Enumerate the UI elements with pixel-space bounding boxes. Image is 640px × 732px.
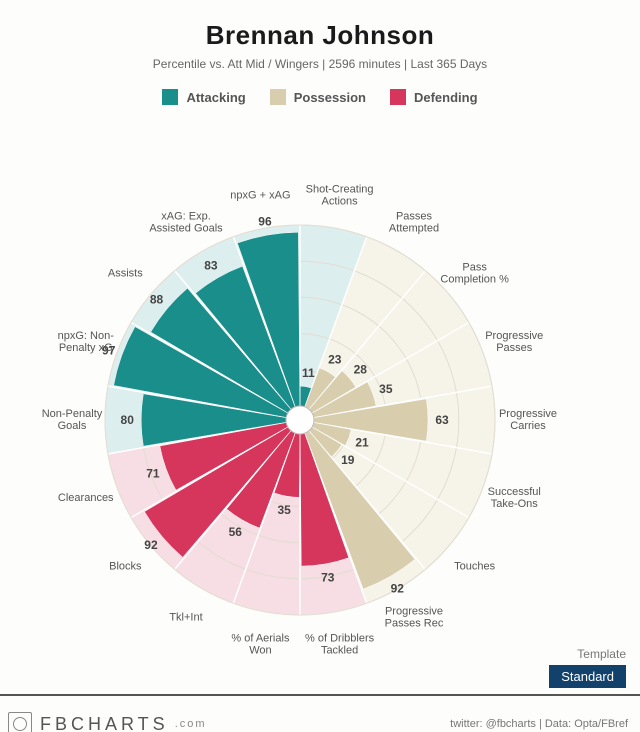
- value-label: 23: [328, 353, 342, 367]
- metric-label: xAG: Exp.Assisted Goals: [149, 211, 223, 235]
- metric-label: SuccessfulTake-Ons: [488, 486, 541, 510]
- metric-label: npxG + xAG: [230, 189, 290, 201]
- metric-label: Touches: [454, 561, 495, 573]
- brand: FBCHARTS .com: [8, 712, 207, 732]
- legend-label: Attacking: [186, 90, 245, 105]
- metric-label: npxG: Non-Penalty xG: [58, 330, 115, 354]
- value-label: 35: [379, 382, 393, 396]
- metric-label: PassesAttempted: [389, 211, 439, 235]
- template-selector[interactable]: Template Standard: [549, 647, 626, 688]
- legend-swatch-icon: [270, 89, 286, 105]
- metric-label: % of AerialsWon: [231, 633, 290, 657]
- metric-label: Shot-CreatingActions: [306, 183, 374, 207]
- legend: Attacking Possession Defending: [0, 89, 640, 105]
- metric-label: Assists: [108, 267, 143, 279]
- template-value: Standard: [549, 665, 626, 688]
- value-label: 71: [146, 467, 160, 481]
- radial-chart: 112328356321199273355692718097888396Shot…: [0, 150, 640, 700]
- brand-logo-icon: [8, 712, 32, 732]
- value-label: 28: [354, 362, 368, 376]
- legend-item: Attacking: [162, 89, 245, 105]
- value-label: 11: [302, 366, 315, 380]
- metric-label: Non-PenaltyGoals: [42, 408, 103, 432]
- metric-label: Blocks: [109, 561, 142, 573]
- credits: twitter: @fbcharts | Data: Opta/FBref: [450, 718, 628, 730]
- value-label: 88: [150, 293, 164, 307]
- value-label: 96: [258, 214, 272, 228]
- legend-label: Possession: [294, 90, 366, 105]
- metric-label: PassCompletion %: [440, 261, 509, 285]
- value-label: 19: [341, 453, 355, 467]
- legend-item: Defending: [390, 89, 478, 105]
- value-label: 56: [229, 525, 243, 539]
- brand-name: FBCHARTS: [40, 714, 169, 732]
- metric-label: % of DribblersTackled: [305, 633, 375, 657]
- value-label: 92: [144, 538, 158, 552]
- value-label: 92: [391, 581, 405, 595]
- page-subtitle: Percentile vs. Att Mid / Wingers | 2596 …: [0, 57, 640, 71]
- legend-swatch-icon: [162, 89, 178, 105]
- brand-suffix: .com: [175, 718, 207, 730]
- page-title: Brennan Johnson: [0, 20, 640, 51]
- value-label: 35: [277, 503, 291, 517]
- value-label: 80: [121, 413, 135, 427]
- metric-label: ProgressiveCarries: [499, 408, 557, 432]
- value-label: 63: [435, 413, 449, 427]
- value-label: 21: [355, 436, 369, 450]
- legend-item: Possession: [270, 89, 366, 105]
- metric-label: ProgressivePasses: [485, 330, 543, 354]
- metric-label: ProgressivePasses Rec: [385, 605, 444, 629]
- value-label: 83: [204, 259, 218, 273]
- metric-label: Tkl+Int: [169, 611, 202, 623]
- template-label: Template: [549, 647, 626, 661]
- footer: FBCHARTS .com twitter: @fbcharts | Data:…: [0, 694, 640, 732]
- legend-label: Defending: [414, 90, 478, 105]
- legend-swatch-icon: [390, 89, 406, 105]
- value-label: 73: [321, 571, 335, 585]
- metric-label: Clearances: [58, 492, 114, 504]
